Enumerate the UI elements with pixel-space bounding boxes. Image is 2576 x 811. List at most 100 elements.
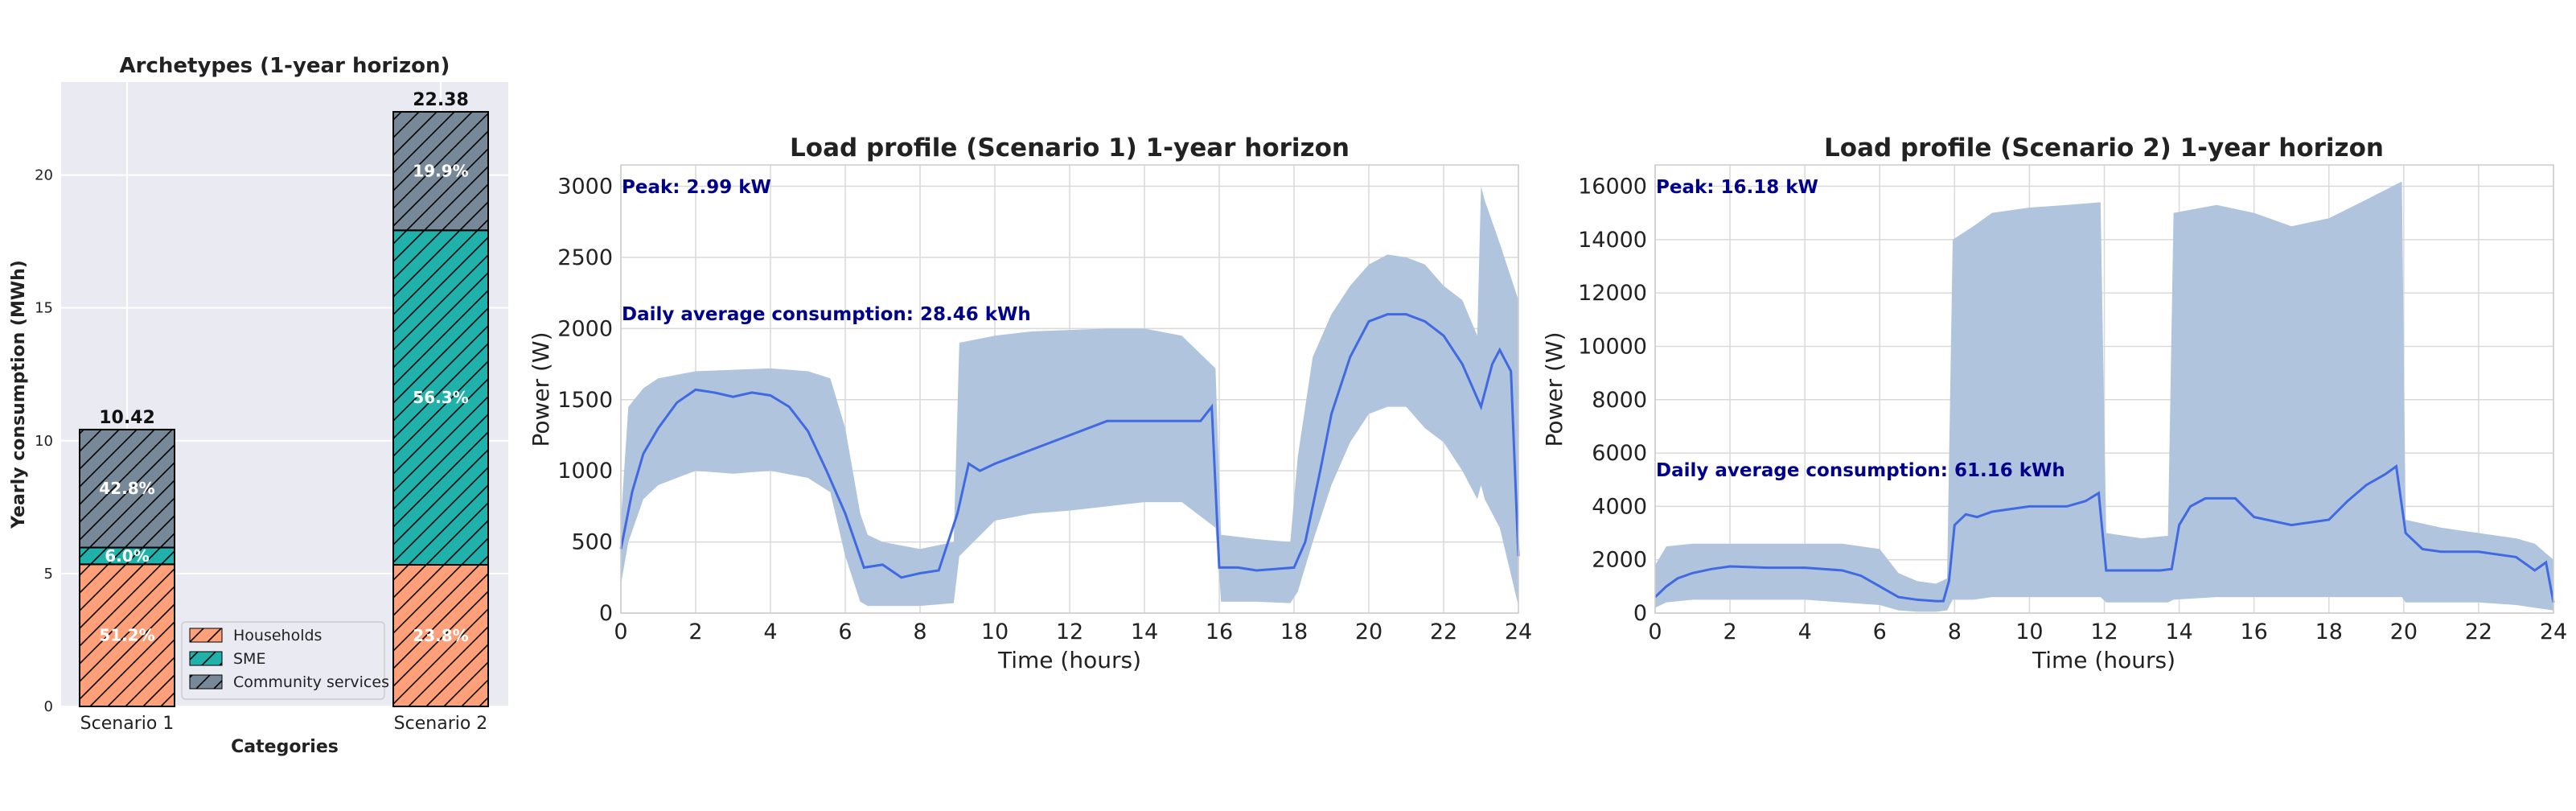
lp1-y-tick-label: 1500 bbox=[557, 388, 613, 413]
lp2-x-tick-label: 24 bbox=[2540, 620, 2567, 644]
lp2-y-tick-label: 4000 bbox=[1592, 494, 1647, 519]
lp1-power-range-band bbox=[621, 186, 1518, 607]
bar-percent-label: 19.9% bbox=[413, 162, 468, 181]
bar-legend: Households SME Community services bbox=[181, 621, 389, 700]
lp1-y-tick-label: 0 bbox=[599, 601, 613, 626]
lp2-y-tick-label: 12000 bbox=[1578, 281, 1647, 306]
bar-y-axis-label: Yearly consumption (MWh) bbox=[9, 260, 29, 529]
bar-percent-label: 51.2% bbox=[99, 626, 154, 645]
lp2-power-range-band bbox=[1655, 181, 2553, 612]
lp2-x-tick-label: 0 bbox=[1648, 620, 1662, 644]
bar-percent-label: 42.8% bbox=[99, 479, 154, 498]
lp2-y-axis-label: Power (W) bbox=[1541, 331, 1567, 447]
lp2-daily-average-annotation: Daily average consumption: 61.16 kWh bbox=[1656, 460, 2065, 481]
lp1-x-axis-label: Time (hours) bbox=[997, 647, 1141, 673]
lp1-x-tick-label: 0 bbox=[614, 620, 627, 644]
lp2-x-tick-label: 10 bbox=[2015, 620, 2043, 644]
lp1-x-tick-label: 10 bbox=[981, 620, 1009, 644]
lp2-x-tick-label: 6 bbox=[1873, 620, 1887, 644]
lp2-x-tick-label: 14 bbox=[2165, 620, 2192, 644]
bar-y-tick-label: 20 bbox=[35, 167, 53, 184]
lp1-average-power-line bbox=[619, 313, 1520, 579]
lp1-peak-annotation: Peak: 2.99 kW bbox=[622, 177, 771, 198]
lp1-x-tick-label: 12 bbox=[1056, 620, 1083, 644]
lp1-y-tick-label: 3000 bbox=[557, 175, 613, 200]
bar-category-label: Scenario 1 bbox=[80, 714, 175, 734]
legend-label-sme: SME bbox=[233, 650, 265, 668]
lp1-x-tick-label: 20 bbox=[1355, 620, 1382, 644]
bar-total-label: 22.38 bbox=[413, 90, 469, 110]
lp1-daily-average-annotation: Daily average consumption: 28.46 kWh bbox=[622, 304, 1031, 325]
lp2-y-tick-label: 16000 bbox=[1578, 175, 1647, 200]
lp2-x-tick-label: 16 bbox=[2240, 620, 2267, 644]
lp2-x-tick-label: 8 bbox=[1948, 620, 1962, 644]
bar-y-tick-label: 10 bbox=[35, 433, 53, 450]
lp1-x-tick-label: 4 bbox=[763, 620, 777, 644]
lp1-y-tick-label: 1000 bbox=[557, 459, 613, 484]
lp2-y-tick-label: 8000 bbox=[1592, 388, 1647, 413]
legend-hatch-community-services bbox=[190, 675, 222, 689]
bar-percent-label: 23.8% bbox=[413, 626, 468, 645]
lp2-average-power-line bbox=[1654, 463, 2555, 603]
lp1-x-tick-label: 18 bbox=[1280, 620, 1308, 644]
legend-label-community-services: Community services bbox=[233, 673, 389, 691]
legend-hatch-households bbox=[190, 628, 222, 642]
lp1-x-tick-label: 14 bbox=[1131, 620, 1158, 644]
lp2-x-tick-label: 22 bbox=[2465, 620, 2492, 644]
legend-label-households: Households bbox=[233, 627, 322, 644]
lp1-y-tick-label: 500 bbox=[571, 530, 613, 555]
bar-x-axis-label: Categories bbox=[231, 737, 339, 757]
bar-x-tick-labels: Scenario 1 Scenario 2 bbox=[80, 714, 488, 734]
load-profile-scenario-2: 0 2000 4000 6000 8000 10000 12000 14000 16000 0 2… bbox=[1541, 134, 2567, 673]
bar-hatch-sme bbox=[393, 230, 488, 565]
bar-total-label: 10.42 bbox=[99, 408, 155, 428]
lp1-y-tick-label: 2000 bbox=[557, 316, 613, 341]
lp1-y-tick-labels: 0 500 1000 1500 2000 2500 3000 bbox=[557, 175, 613, 626]
lp2-y-tick-label: 10000 bbox=[1578, 334, 1647, 359]
lp2-y-tick-labels: 0 2000 4000 6000 8000 10000 12000 14000 16000 bbox=[1578, 175, 1647, 626]
bar-y-tick-label: 5 bbox=[44, 566, 53, 583]
lp2-x-tick-label: 12 bbox=[2090, 620, 2118, 644]
bar-hatch-community-services bbox=[80, 429, 175, 548]
archetypes-bar-chart: 51.2%6.0%42.8%10.4223.8%56.3%19.9%22.38 … bbox=[9, 54, 508, 757]
lp2-y-tick-label: 6000 bbox=[1592, 441, 1647, 466]
bar-hatch-sme bbox=[80, 547, 175, 565]
bar-hatch-households bbox=[393, 564, 488, 706]
lp2-plot-frame bbox=[1654, 164, 2554, 614]
lp2-peak-annotation: Peak: 16.18 kW bbox=[1656, 177, 1818, 198]
lp2-x-tick-labels: 0 2 4 6 8 10 12 14 16 18 20 22 24 bbox=[1648, 620, 2567, 644]
lp2-x-tick-label: 20 bbox=[2390, 620, 2418, 644]
lp1-x-tick-label: 22 bbox=[1430, 620, 1457, 644]
lp2-x-tick-label: 18 bbox=[2315, 620, 2343, 644]
bar-chart-title: Archetypes (1-year horizon) bbox=[120, 54, 450, 78]
legend-hatch-sme bbox=[190, 652, 222, 665]
bar-y-tick-label: 15 bbox=[35, 300, 53, 317]
lp2-y-tick-label: 0 bbox=[1633, 601, 1647, 626]
bar-y-tick-label: 0 bbox=[44, 698, 53, 715]
lp1-y-axis-label: Power (W) bbox=[528, 331, 554, 447]
lp2-x-tick-label: 4 bbox=[1798, 620, 1812, 644]
bar-percent-label: 6.0% bbox=[105, 546, 149, 566]
lp2-y-tick-label: 2000 bbox=[1592, 548, 1647, 573]
lp2-title: Load profile (Scenario 2) 1-year horizon bbox=[1824, 134, 2384, 163]
bar-hatch-households bbox=[80, 564, 175, 706]
bar-percent-label: 56.3% bbox=[413, 388, 468, 407]
lp1-x-tick-label: 2 bbox=[688, 620, 702, 644]
lp1-x-tick-label: 24 bbox=[1505, 620, 1532, 644]
lp1-title: Load profile (Scenario 1) 1-year horizon bbox=[790, 134, 1350, 163]
lp1-x-tick-labels: 0 2 4 6 8 10 12 14 16 18 20 22 24 bbox=[614, 620, 1532, 644]
lp1-x-tick-label: 6 bbox=[838, 620, 852, 644]
lp1-plot-frame bbox=[620, 164, 1519, 614]
bar-y-tick-labels: 0 5 10 15 20 bbox=[35, 167, 53, 715]
bar-category-label: Scenario 2 bbox=[394, 714, 488, 734]
lp2-y-tick-label: 14000 bbox=[1578, 228, 1647, 253]
legend-frame bbox=[181, 621, 385, 700]
lp2-x-axis-label: Time (hours) bbox=[2032, 647, 2175, 673]
lp2-x-tick-label: 2 bbox=[1723, 620, 1736, 644]
lp1-x-tick-label: 8 bbox=[913, 620, 926, 644]
lp1-x-tick-label: 16 bbox=[1206, 620, 1233, 644]
bar-hatch-community-services bbox=[393, 111, 488, 231]
bar-stacks: 51.2% 6.0% 42.8% 10.42 23.8% 56.3% 19.9% 22.38 bbox=[79, 90, 489, 708]
